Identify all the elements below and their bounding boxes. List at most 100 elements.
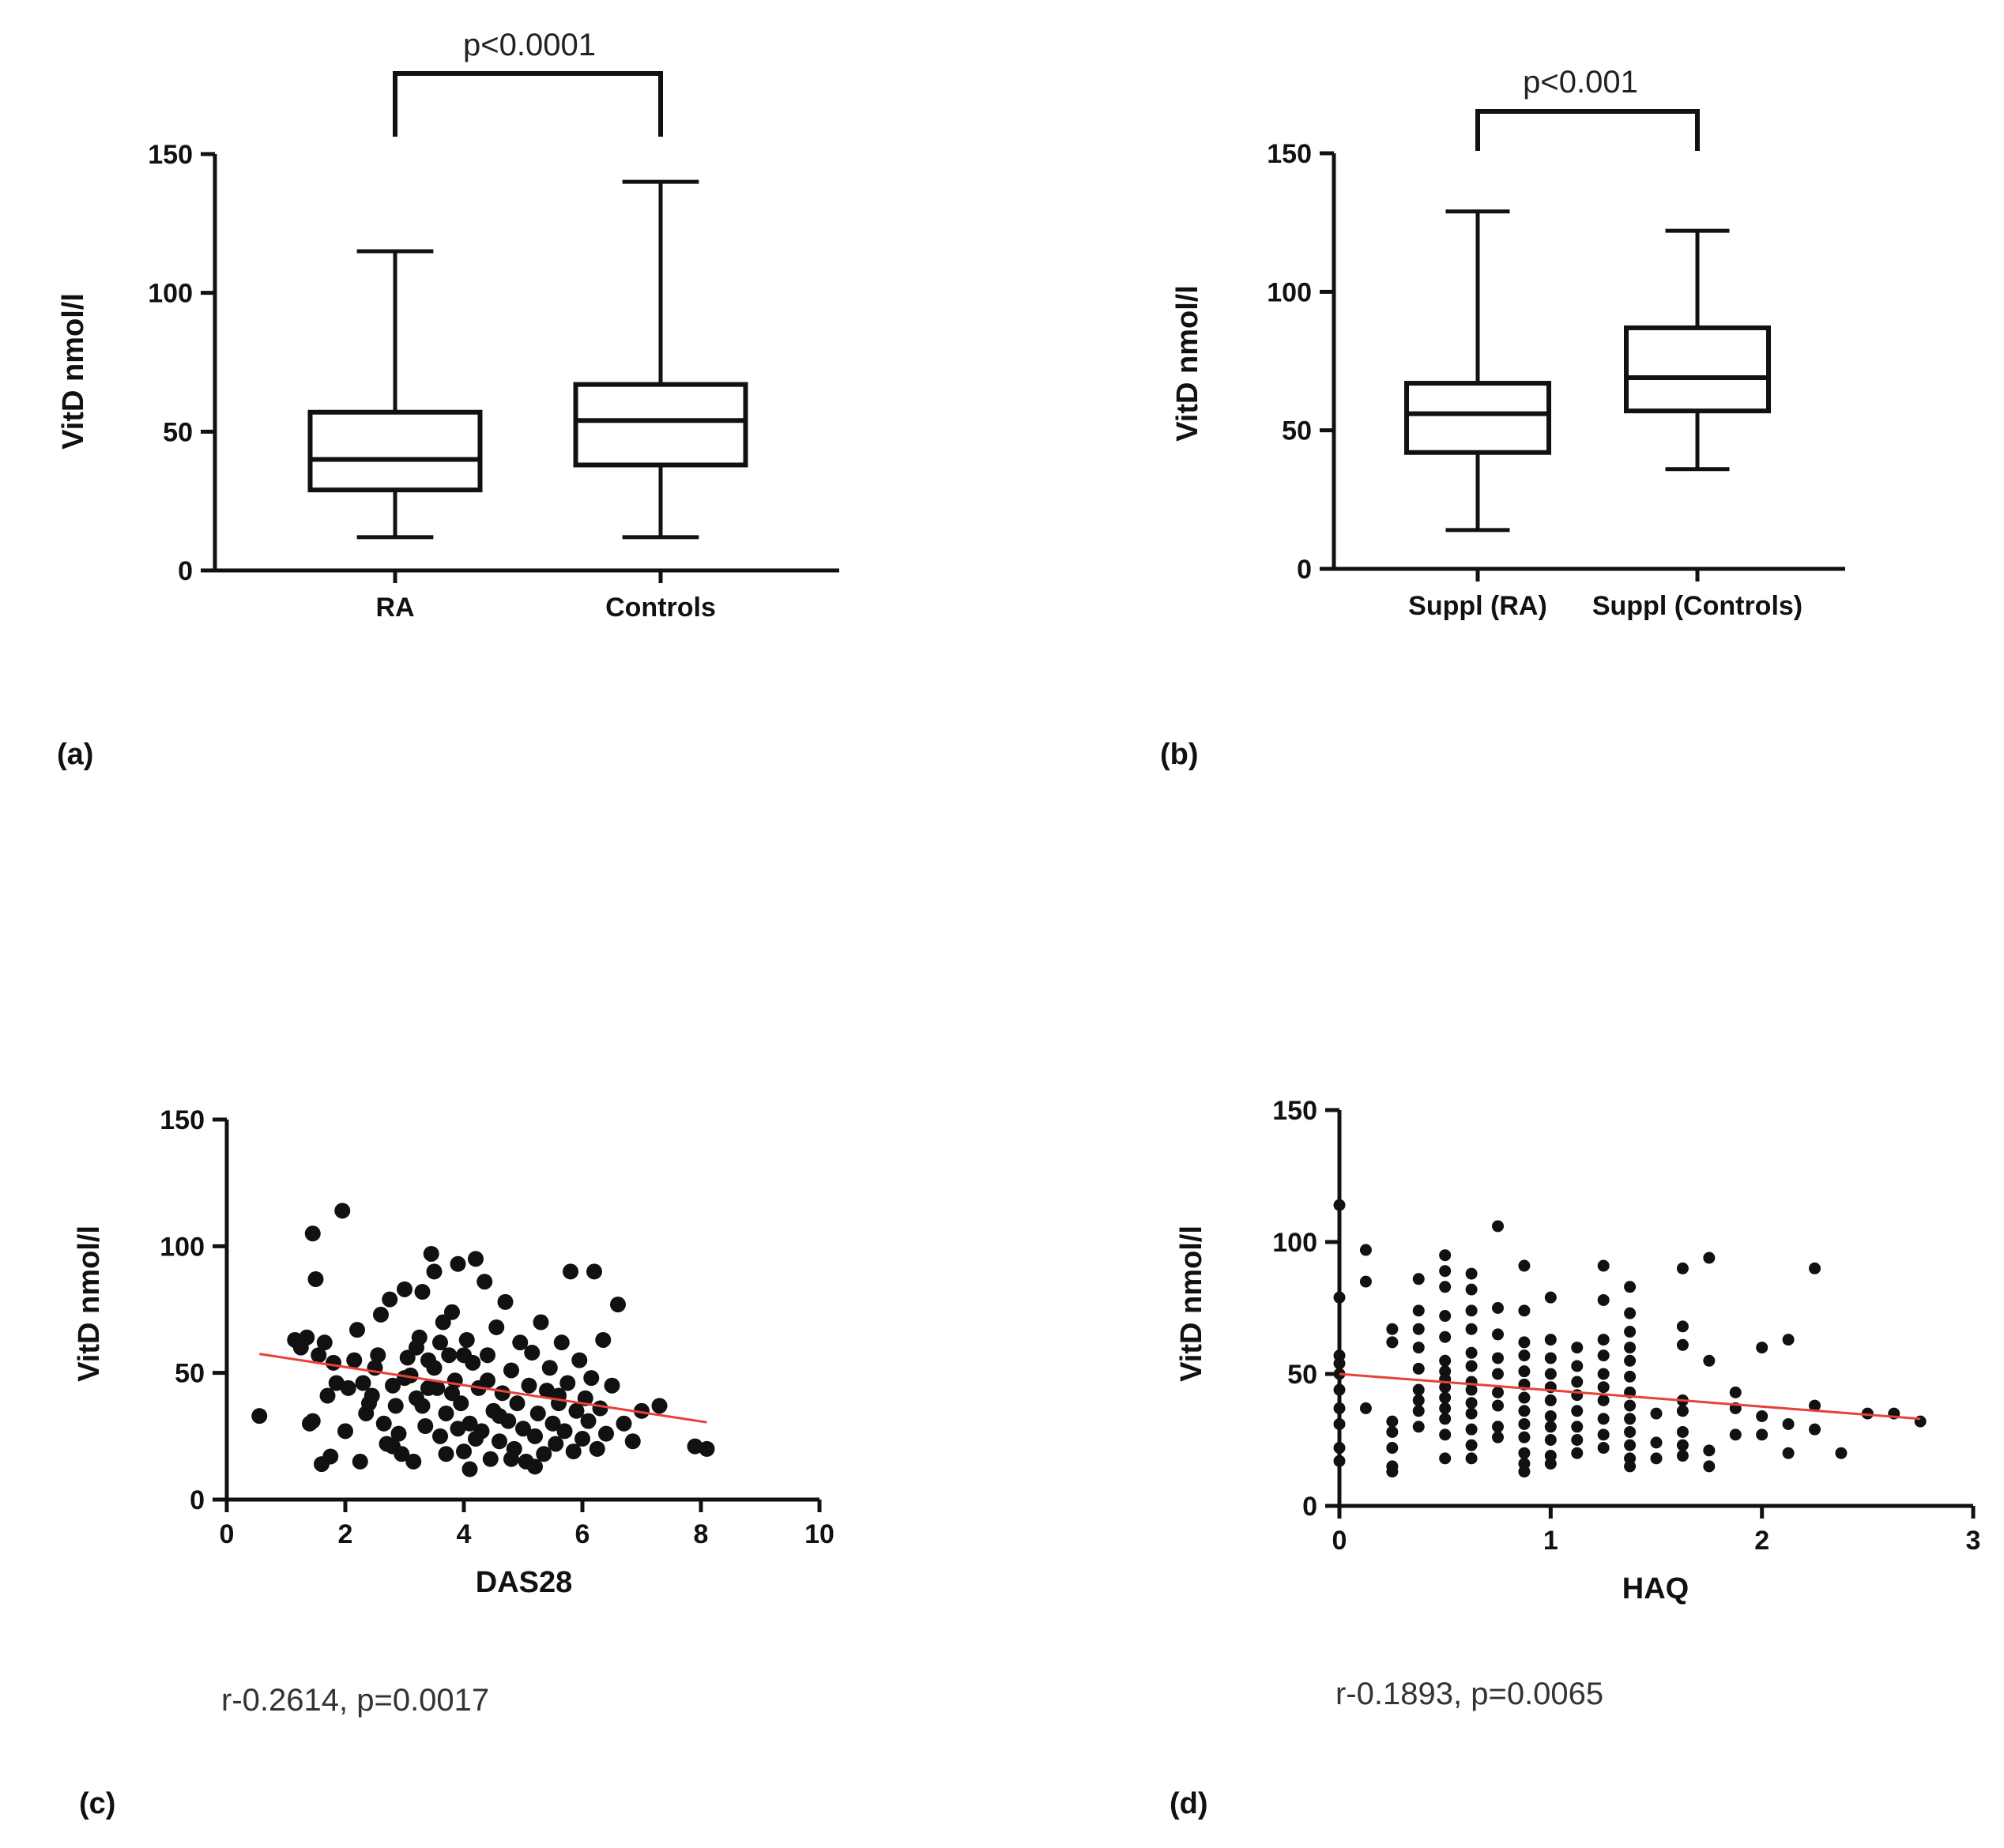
data-point xyxy=(450,1421,466,1437)
data-point xyxy=(592,1400,608,1417)
data-point xyxy=(1465,1346,1478,1359)
y-tick-label: 0 xyxy=(190,1485,205,1515)
data-point xyxy=(1465,1423,1478,1436)
data-point xyxy=(1676,1320,1689,1333)
data-point xyxy=(426,1263,443,1280)
data-point xyxy=(1333,1357,1346,1370)
data-point xyxy=(438,1446,454,1462)
data-point xyxy=(477,1274,493,1290)
data-point xyxy=(1518,1349,1531,1362)
data-point xyxy=(370,1347,386,1364)
data-point xyxy=(1412,1304,1425,1317)
iqr-box xyxy=(307,409,483,493)
data-point xyxy=(390,1425,407,1442)
panel-a-significance: p<0.0001 xyxy=(463,28,596,62)
data-point xyxy=(616,1415,632,1432)
box-2 xyxy=(1624,228,1771,472)
data-point xyxy=(1676,1425,1689,1438)
data-point xyxy=(1571,1421,1584,1433)
data-point xyxy=(1386,1425,1399,1438)
y-tick-label: 100 xyxy=(1272,1228,1317,1258)
data-point xyxy=(1544,1421,1557,1433)
data-point xyxy=(1492,1352,1504,1364)
data-points xyxy=(1333,1199,1927,1478)
data-point xyxy=(1518,1447,1531,1459)
panel-c-label: (c) xyxy=(79,1787,115,1820)
x-category-label: Controls xyxy=(605,593,716,623)
data-point xyxy=(387,1398,404,1414)
data-point xyxy=(432,1334,448,1351)
data-point xyxy=(1835,1447,1848,1459)
panel-d-xlabel: HAQ xyxy=(1622,1572,1689,1605)
data-point xyxy=(1412,1405,1425,1417)
data-point xyxy=(1359,1402,1372,1414)
data-point xyxy=(346,1352,363,1368)
x-tick-label: 2 xyxy=(338,1519,353,1549)
data-point xyxy=(574,1431,590,1447)
panel-d-axes: 0 50 100 150 0 1 2 3 xyxy=(1272,1096,1980,1556)
data-point xyxy=(1465,1304,1478,1317)
data-point xyxy=(375,1415,392,1432)
data-point xyxy=(1597,1394,1610,1406)
panel-b-ylabel: VitD nmol/l xyxy=(1171,285,1204,442)
data-point xyxy=(420,1379,436,1396)
y-tick-label: 150 xyxy=(160,1105,205,1135)
x-tick-label: 3 xyxy=(1966,1526,1981,1556)
data-point xyxy=(1439,1428,1452,1441)
data-point xyxy=(604,1377,620,1394)
data-point xyxy=(1861,1407,1874,1420)
data-point xyxy=(1624,1439,1637,1451)
y-tick-label: 100 xyxy=(160,1232,205,1262)
data-point xyxy=(492,1408,507,1425)
data-point xyxy=(1544,1368,1557,1380)
y-tick-label: 0 xyxy=(178,556,193,586)
data-point xyxy=(444,1304,460,1320)
data-point xyxy=(527,1428,543,1444)
data-point xyxy=(1703,1251,1716,1264)
data-point xyxy=(1624,1460,1637,1473)
data-point xyxy=(1465,1267,1478,1280)
data-point xyxy=(328,1375,345,1391)
data-point xyxy=(385,1377,401,1394)
data-point xyxy=(541,1360,558,1376)
data-point xyxy=(304,1225,321,1242)
data-point xyxy=(1518,1391,1531,1404)
y-tick-label: 50 xyxy=(175,1359,205,1389)
x-tick-label: 10 xyxy=(804,1519,834,1549)
data-point xyxy=(515,1421,531,1437)
data-point xyxy=(1756,1410,1769,1422)
data-point xyxy=(399,1349,416,1366)
iqr-box xyxy=(573,382,748,468)
data-point xyxy=(1782,1447,1795,1459)
data-point xyxy=(1624,1307,1637,1319)
data-point xyxy=(405,1453,422,1470)
data-point xyxy=(417,1418,434,1435)
data-point xyxy=(1624,1281,1637,1293)
data-point xyxy=(322,1448,339,1465)
x-tick-label: 2 xyxy=(1754,1526,1769,1556)
data-point xyxy=(450,1255,466,1272)
data-point xyxy=(1412,1342,1425,1354)
data-point xyxy=(1518,1304,1531,1317)
panel-b-boxplot: 0 50 100 150 Suppl (RA) Suppl (Controls) VitD… xyxy=(1160,65,1845,771)
data-point xyxy=(1412,1273,1425,1285)
data-point xyxy=(1703,1444,1716,1457)
data-point xyxy=(1809,1399,1821,1412)
data-point xyxy=(1571,1447,1584,1459)
data-point xyxy=(355,1375,371,1391)
iqr-box xyxy=(1404,381,1551,455)
data-point xyxy=(299,1329,315,1346)
y-tick-label: 150 xyxy=(148,140,193,170)
data-point xyxy=(527,1458,543,1475)
data-point xyxy=(1465,1452,1478,1465)
data-point xyxy=(468,1431,484,1447)
data-point xyxy=(1439,1391,1452,1404)
panel-b-significance: p<0.001 xyxy=(1523,65,1638,100)
data-point xyxy=(1412,1323,1425,1335)
panel-a-ylabel: VitD nmol/l xyxy=(57,293,90,450)
panel-c-axes: 0 50 100 150 0 2 4 6 8 10 xyxy=(160,1105,834,1549)
data-point xyxy=(1571,1405,1584,1417)
data-point xyxy=(1624,1399,1637,1412)
data-point xyxy=(524,1345,541,1361)
data-point xyxy=(1439,1310,1452,1323)
